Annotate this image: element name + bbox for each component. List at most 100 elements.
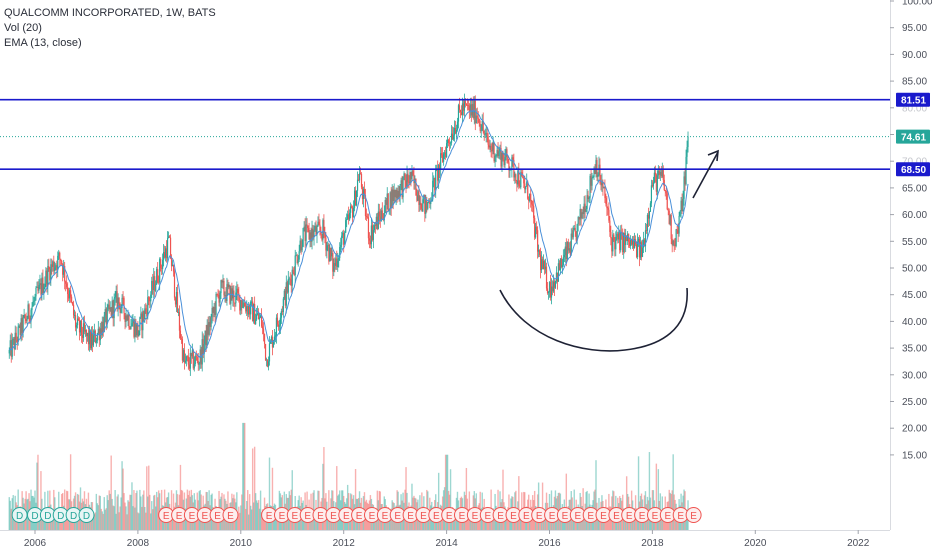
volume-bar [253, 446, 256, 530]
candle-body [46, 270, 48, 287]
candle-body [302, 227, 304, 247]
candle-body [530, 193, 532, 200]
level-price-tag[interactable] [896, 92, 930, 107]
volume-bar [246, 501, 248, 530]
candle-body [527, 181, 529, 199]
candle-body [460, 111, 463, 116]
candle-body [662, 170, 664, 180]
candle-body [51, 264, 53, 267]
volume-bar [519, 512, 521, 530]
candle-body [136, 324, 138, 336]
candle-body [381, 210, 383, 218]
time-axis[interactable]: 2006 2008 2010 2012 2014 2016 2018 2020 2022 [24, 530, 870, 549]
ema-indicator-label[interactable]: EMA (13, close) [4, 37, 82, 49]
candle-body [568, 248, 570, 251]
candle-body [416, 195, 418, 201]
horizontal-levels[interactable] [0, 98, 890, 170]
candle-body [251, 301, 253, 303]
earnings-marker-label: E [639, 511, 646, 522]
candle-body [166, 238, 169, 259]
candle-body [514, 174, 516, 178]
candle-body [236, 288, 238, 293]
volume-bar [249, 505, 252, 530]
candle-body [465, 103, 467, 105]
candle-body [32, 301, 34, 307]
candle-body [486, 132, 488, 137]
candle-body [503, 159, 505, 166]
candle-body [206, 324, 208, 346]
candle-body [617, 233, 619, 240]
candle-body [263, 333, 266, 344]
earnings-marker-label: E [549, 511, 556, 522]
volume-bar [98, 495, 101, 530]
candle-body [146, 309, 148, 317]
volume-bar [405, 467, 407, 530]
breakout-arrow[interactable] [692, 151, 719, 199]
earnings-marker-label: E [574, 511, 581, 522]
candle-body [578, 217, 580, 220]
candle-body [307, 225, 309, 229]
x-tick-label: 2022 [847, 538, 870, 549]
candle-body [612, 234, 614, 252]
candle-body [554, 280, 557, 288]
candle-body [603, 186, 605, 188]
candle-body [52, 261, 54, 267]
candle-body [208, 322, 210, 335]
candle-body [243, 302, 245, 308]
candle-body [197, 360, 199, 365]
candle-body [599, 164, 601, 183]
candle-body [453, 127, 456, 136]
volume-bar [36, 462, 38, 530]
candle-body [268, 343, 271, 362]
candle-body [339, 247, 341, 259]
volume-bar [140, 496, 142, 530]
symbol-title[interactable]: QUALCOMM INCORPORATED, 1W, BATS [4, 7, 216, 19]
candle-body [39, 283, 41, 285]
candle-body [685, 156, 687, 185]
candle-body [324, 232, 326, 238]
candle-body [301, 246, 303, 251]
volume-bar [127, 500, 129, 530]
candle-body [270, 336, 273, 342]
volume-bar [291, 470, 293, 530]
level-price-tag[interactable] [896, 162, 930, 177]
breakout-arrow-head[interactable] [707, 149, 719, 162]
candle-body [591, 177, 593, 186]
candle-body [497, 150, 499, 157]
cup-curve[interactable] [499, 287, 688, 352]
candle-body [445, 152, 447, 158]
candle-body [675, 229, 677, 247]
candle-body [368, 238, 371, 241]
candle-body [395, 189, 397, 198]
candle-body [249, 306, 251, 315]
candle-body [218, 294, 220, 303]
price-axis[interactable]: 15.00 20.00 25.00 30.00 35.00 40.00 45.00 50.00… [890, 0, 932, 461]
volume-bar [129, 494, 131, 530]
candle-body [558, 263, 560, 271]
last-price-tag[interactable] [896, 129, 930, 144]
volume-bar [470, 514, 473, 530]
candle-body [575, 232, 577, 241]
candle-body [394, 189, 396, 198]
candle-body [175, 292, 178, 305]
volume-bar [147, 496, 149, 530]
volume-bar [148, 465, 150, 530]
volume-bar [156, 491, 158, 530]
volume-bar [154, 494, 156, 530]
dividend-marker[interactable] [78, 507, 95, 523]
earnings-marker[interactable] [685, 507, 702, 523]
earnings-marker-label: E [510, 511, 517, 522]
candle-body [534, 217, 536, 238]
earnings-marker-label: E [343, 511, 350, 522]
volume-bar [502, 469, 504, 530]
candle-body [54, 267, 56, 271]
volume-indicator-label[interactable]: Vol (20) [4, 22, 42, 34]
candle-body [661, 170, 663, 177]
candle-body [385, 200, 387, 205]
candle-body [173, 271, 176, 298]
earnings-marker[interactable] [222, 507, 239, 523]
drawings[interactable] [499, 149, 719, 352]
